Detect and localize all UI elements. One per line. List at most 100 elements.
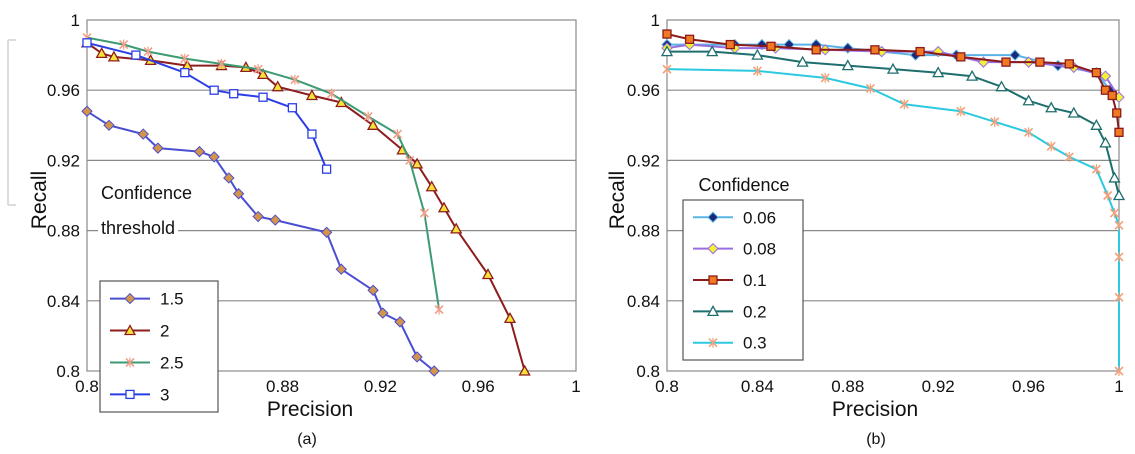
data-point [193, 145, 206, 158]
data-point [137, 128, 149, 140]
x-tick-label: 0.8 [75, 377, 99, 396]
chart-panel-a: 0.80.840.880.920.9610.80.840.880.920.961… [28, 11, 581, 448]
legend-label: 2 [160, 322, 169, 341]
data-point [915, 46, 925, 57]
data-point [1099, 70, 1112, 82]
data-point [143, 46, 153, 57]
legend-label: 3 [160, 385, 169, 404]
data-point [1114, 251, 1124, 262]
data-point [751, 48, 764, 60]
data-point [932, 66, 945, 78]
data-point [256, 68, 270, 80]
data-point [216, 58, 227, 69]
legend-item: 2 [110, 322, 169, 341]
data-point [1090, 118, 1103, 130]
data-point [119, 39, 129, 50]
data-point [503, 312, 517, 324]
data-point [1045, 101, 1058, 113]
legend-title: threshold [101, 218, 175, 238]
data-point [841, 59, 854, 71]
data-point [995, 80, 1008, 92]
legend-label: 0.2 [743, 302, 767, 321]
data-point [1099, 136, 1112, 148]
data-point [405, 155, 415, 166]
x-tick-label: 0.92 [364, 377, 397, 396]
data-point [253, 64, 263, 75]
series-line [667, 50, 1120, 196]
data-point [481, 268, 495, 280]
data-point [208, 151, 220, 163]
data-point [1024, 127, 1034, 138]
y-tick-label: 0.88 [47, 222, 80, 241]
legend-swatch-marker [125, 357, 135, 368]
x-tick-label: 0.88 [266, 377, 299, 396]
series-line [86, 41, 526, 372]
data-point [434, 304, 444, 315]
data-point [518, 364, 531, 376]
legend-item: 3 [110, 385, 169, 404]
series-0.2 [660, 45, 1126, 201]
data-point [425, 180, 438, 192]
data-point [1091, 68, 1102, 78]
series-0.1 [662, 29, 1124, 137]
legend-swatch-marker [707, 242, 719, 255]
legend-label: 0.3 [743, 334, 767, 353]
x-axis-title: Precision [267, 398, 353, 421]
data-point [1067, 106, 1080, 118]
data-point [394, 316, 406, 328]
legend-swatch-marker [124, 292, 136, 305]
data-point [411, 351, 423, 363]
legend: 0.06 0.08 0.1 0.2 0.3 [682, 199, 804, 361]
data-point [1035, 57, 1045, 67]
data-point [870, 45, 880, 55]
data-point [990, 116, 1000, 127]
legend-swatch-marker [125, 389, 135, 400]
data-point [392, 129, 403, 140]
chart-panel-b: 0.8 0.84 0.88 0.92 0.96 1 0.8 0.84 0.88 0.92 0.96 1… [606, 11, 1126, 448]
data-point [1009, 49, 1021, 61]
data-point [428, 365, 440, 377]
legend-item: 0.1 [693, 271, 767, 290]
data-point [367, 284, 379, 296]
legend-item: 1.5 [110, 290, 184, 309]
data-point [335, 263, 347, 275]
data-point [419, 208, 429, 219]
y-tick-label: 0.92 [47, 151, 80, 170]
data-point [290, 74, 300, 85]
legend-label: 1.5 [160, 290, 184, 309]
y-axis-title: Recall [28, 171, 51, 229]
data-point [377, 307, 389, 319]
legend-label: 2.5 [160, 353, 184, 372]
data-point [258, 92, 268, 102]
series-1.5 [81, 105, 440, 377]
x-tick-label: 0.88 [831, 377, 864, 396]
data-point [180, 53, 190, 64]
data-point [81, 105, 93, 117]
x-tick-label: 0.96 [1012, 377, 1045, 396]
legend-item: 0.06 [693, 208, 776, 227]
data-point [752, 65, 762, 76]
data-point [756, 38, 768, 51]
data-point [307, 129, 317, 139]
legend-title-bg [695, 174, 793, 196]
data-point [287, 103, 298, 113]
x-axis-title: Precision [832, 398, 918, 421]
y-tick-label: 0.96 [47, 81, 80, 100]
data-point [152, 142, 164, 154]
legend-box [99, 280, 219, 413]
data-point [1064, 151, 1074, 162]
y-tick-label: 0.88 [627, 222, 660, 241]
legend-item: 0.3 [693, 334, 767, 353]
data-point [1064, 59, 1074, 69]
data-point [706, 45, 719, 57]
data-point [305, 89, 319, 101]
x-tick-label: 0.8 [655, 377, 679, 396]
data-point [437, 201, 451, 213]
data-point [269, 214, 281, 226]
legend-title: Confidence [698, 175, 789, 195]
data-point [820, 72, 830, 83]
data-point [103, 119, 115, 132]
data-point [229, 89, 239, 99]
data-point [899, 99, 909, 110]
